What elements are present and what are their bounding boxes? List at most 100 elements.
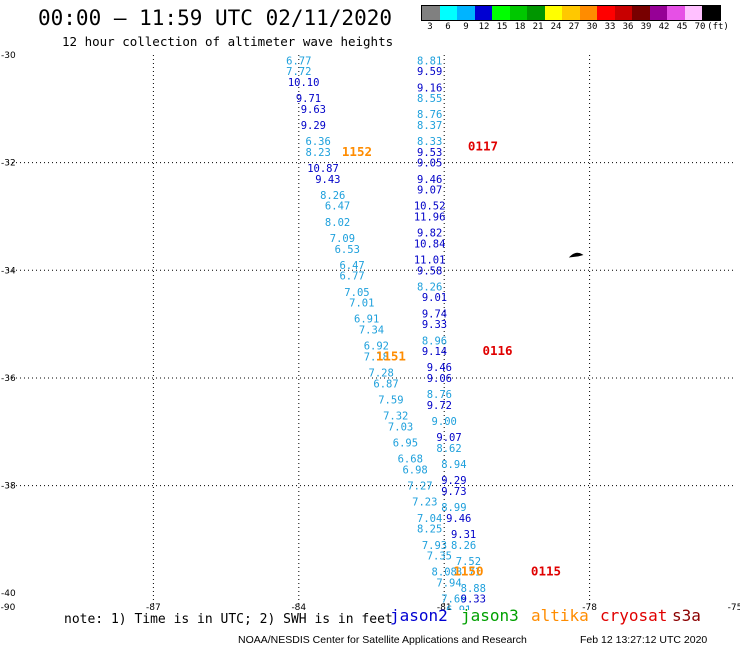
- satellite-cryosat: cryosat: [600, 606, 668, 625]
- swh-value-label: 7.66: [441, 594, 466, 606]
- legend-swatch-label: 70: [694, 22, 706, 32]
- pass-time-label: 1151: [376, 348, 406, 363]
- y-tick-label: -30: [1, 51, 16, 61]
- swh-value-label: 7.94: [436, 577, 461, 589]
- legend-swatch: [597, 6, 615, 20]
- legend-swatch: [667, 6, 685, 20]
- x-tick-label: -87: [146, 603, 161, 610]
- swh-value-label: 9.00: [432, 416, 457, 428]
- swh-value-label: 9.71: [296, 93, 321, 105]
- swh-value-label: 8.62: [436, 443, 461, 455]
- swh-value-label: 6.77: [286, 55, 311, 67]
- swh-value-label: 8.25: [417, 524, 442, 536]
- wave-height-map: -90 -87 -84 -81 -78 -75 -30 -32 -34 -36 -38 -40 6.77…: [1, 51, 740, 610]
- legend-swatch-label: 42: [658, 22, 670, 32]
- swh-value-label: 7.59: [378, 394, 403, 406]
- swh-value-label: 9.16: [417, 82, 442, 94]
- swh-value-label: 9.43: [315, 174, 340, 186]
- swh-value-label: 8.76: [417, 109, 442, 121]
- swh-value-label: 9.53: [417, 147, 442, 159]
- swh-value-label: 8.26: [451, 540, 476, 552]
- legend-swatch: [702, 6, 720, 20]
- swh-value-label: 9.14: [422, 346, 447, 358]
- y-tick-label: -40: [1, 589, 16, 599]
- x-tick-label: -81: [437, 603, 452, 610]
- legend-swatch: [474, 6, 492, 20]
- swh-value-label: 11.01: [414, 255, 446, 267]
- y-tick-label: -32: [1, 159, 16, 169]
- swh-value-label: 10.10: [288, 77, 320, 89]
- swh-value-label: 9.82: [417, 228, 442, 240]
- legend-swatch-label: 18: [514, 22, 526, 32]
- legend-swatch: [422, 6, 440, 20]
- y-tick-label: -34: [1, 266, 16, 276]
- legend-swatch: [457, 6, 475, 20]
- swh-value-label: 9.46: [446, 513, 471, 525]
- y-tick-label: -38: [1, 482, 16, 492]
- credit-line: NOAA/NESDIS Center for Satellite Applica…: [238, 634, 527, 646]
- swh-value-label: 6.68: [398, 454, 423, 466]
- pass-time-label: 0117: [468, 139, 498, 154]
- satellite-jason2: jason2: [390, 606, 448, 625]
- swh-value-label: 7.23: [412, 497, 437, 509]
- swh-value-label: 8.96: [422, 335, 447, 347]
- swh-value-label: 9.29: [441, 475, 466, 487]
- swh-value-label: 10.84: [414, 238, 446, 250]
- pass-time-label: 1152: [342, 144, 372, 159]
- satellite-jason3: jason3: [461, 606, 519, 625]
- swh-value-label: 9.29: [301, 120, 326, 132]
- legend-swatch-label: (ft): [707, 22, 729, 32]
- legend-swatch-label: 15: [496, 22, 508, 32]
- legend-swatch-label: 27: [568, 22, 580, 32]
- swh-value-label: 8.26: [320, 190, 345, 202]
- swh-value-label: 8.94: [441, 459, 466, 471]
- legend-swatch: [562, 6, 580, 20]
- color-scale-labels: 3 6 9 12 15 18 21 24 27 30 33 36 39 42 45 70 (ft): [421, 22, 729, 34]
- swh-value-label: 6.91: [446, 604, 471, 610]
- legend-swatch-label: 21: [532, 22, 544, 32]
- swh-value-label: 9.63: [301, 104, 326, 116]
- pass-time-label: 0115: [531, 564, 561, 579]
- chart-subtitle: 12 hour collection of altimeter wave hei…: [62, 34, 394, 49]
- swh-value-label: 9.05: [417, 158, 442, 170]
- swh-value-label: 7.04: [417, 513, 442, 525]
- legend-swatch: [527, 6, 545, 20]
- legend-swatch: [579, 6, 597, 20]
- swh-value-label: 7.01: [349, 298, 374, 310]
- legend-swatch-label: 39: [640, 22, 652, 32]
- legend-swatch-label: 9: [463, 22, 469, 32]
- swh-value-label: 8.99: [441, 502, 466, 514]
- swh-value-label: 6.53: [335, 244, 360, 256]
- legend-swatch-label: 3: [427, 22, 433, 32]
- swh-value-label: 8.81: [417, 55, 442, 67]
- swh-value-label: 9.33: [461, 594, 486, 606]
- swh-value-label: 9.01: [422, 292, 447, 304]
- island-coastline: [568, 252, 584, 258]
- legend-swatch: [632, 6, 650, 20]
- swh-value-label: 6.36: [306, 136, 331, 148]
- swh-value-label: 7.52: [456, 556, 481, 568]
- x-tick-label: -78: [582, 603, 597, 610]
- swh-value-label: 7.32: [383, 411, 408, 423]
- swh-value-label: 6.91: [354, 314, 379, 326]
- legend-swatch: [492, 6, 510, 20]
- pass-time-label: 1150: [453, 564, 483, 579]
- legend-swatch-label: 6: [445, 22, 451, 32]
- swh-value-label: 9.33: [422, 319, 447, 331]
- x-tick-label: -84: [291, 603, 306, 610]
- color-scale-legend: [421, 5, 721, 21]
- swh-value-label: 8.71: [456, 567, 481, 579]
- legend-swatch: [684, 6, 702, 20]
- swh-value-label: 8.76: [427, 389, 452, 401]
- legend-swatch: [614, 6, 632, 20]
- swh-value-label: 7.34: [359, 325, 384, 337]
- swh-value-label: 6.98: [402, 464, 427, 476]
- swh-value-label: 7.09: [330, 233, 355, 245]
- swh-value-label: 10.52: [414, 201, 446, 213]
- swh-value-label: 9.31: [451, 529, 476, 541]
- swh-value-label: 7.93: [422, 540, 447, 552]
- swh-value-label: 9.46: [427, 362, 452, 374]
- swh-value-label: 9.58: [417, 265, 442, 277]
- swh-value-label: 9.07: [417, 185, 442, 197]
- swh-value-label: 6.47: [339, 260, 364, 272]
